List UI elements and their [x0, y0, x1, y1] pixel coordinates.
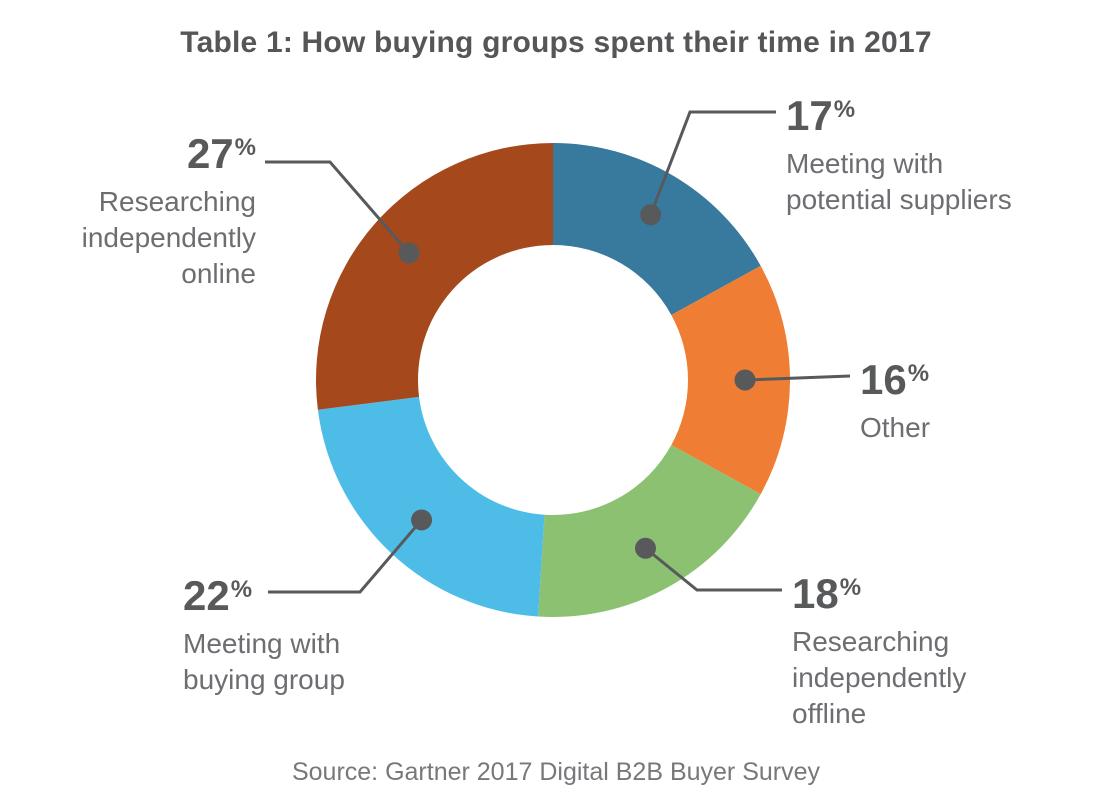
callout-label-researching-independently-offline: 18% Researching independently offline	[792, 566, 966, 732]
percent-sign: %	[907, 360, 930, 387]
callout-dot-meeting-with-potential-suppliers	[640, 204, 662, 226]
donut-slice-meeting-with-potential-suppliers	[553, 143, 761, 315]
chart-title: Table 1: How buying groups spent their t…	[180, 26, 932, 59]
slice-description: Other	[860, 412, 931, 443]
callout-dot-researching-independently-offline	[634, 537, 656, 559]
callout-line-researching-independently-offline	[644, 547, 782, 592]
donut-slice-researching-independently-offline	[538, 445, 761, 617]
callout-line-researching-independently-online	[265, 160, 411, 255]
percent-number: 27	[186, 130, 234, 177]
percent-value: 22%	[183, 568, 345, 618]
percent-sign: %	[230, 576, 253, 603]
donut-slice-researching-independently-online	[315, 143, 553, 410]
callout-dot-researching-independently-online	[398, 242, 420, 264]
callout-label-researching-independently-online: 27% Researching independently online	[82, 126, 256, 292]
slice-description: Researching independently offline	[792, 626, 967, 729]
callout-dot-meeting-with-buying-group	[411, 509, 433, 531]
donut-slice-meeting-with-buying-group	[317, 396, 545, 617]
source-caption: Source: Gartner 2017 Digital B2B Buyer S…	[291, 758, 821, 786]
percent-sign: %	[234, 134, 256, 161]
percent-value: 17%	[786, 88, 1012, 138]
callout-dot-other	[734, 369, 756, 391]
percent-value: 27%	[82, 126, 256, 176]
callout-label-other: 16% Other	[860, 352, 930, 446]
percent-number: 17	[786, 92, 833, 139]
percent-value: 18%	[792, 566, 966, 616]
callout-label-meeting-with-buying-group: 22% Meeting with buying group	[183, 568, 345, 698]
percent-value: 16%	[860, 352, 930, 402]
donut-slice-other	[671, 265, 790, 495]
percent-number: 18	[792, 570, 839, 617]
callout-line-other	[744, 374, 851, 382]
percent-sign: %	[839, 574, 862, 601]
callout-label-meeting-with-potential-suppliers: 17% Meeting with potential suppliers	[786, 88, 1012, 218]
percent-number: 16	[860, 356, 907, 403]
callout-line-meeting-with-potential-suppliers	[649, 110, 776, 216]
slice-description: Meeting with potential suppliers	[786, 148, 1012, 215]
slice-description: Researching independently online	[81, 186, 256, 289]
slice-description: Meeting with buying group	[183, 628, 345, 695]
percent-sign: %	[833, 96, 856, 123]
percent-number: 22	[183, 572, 230, 619]
callout-line-meeting-with-buying-group	[268, 518, 423, 594]
